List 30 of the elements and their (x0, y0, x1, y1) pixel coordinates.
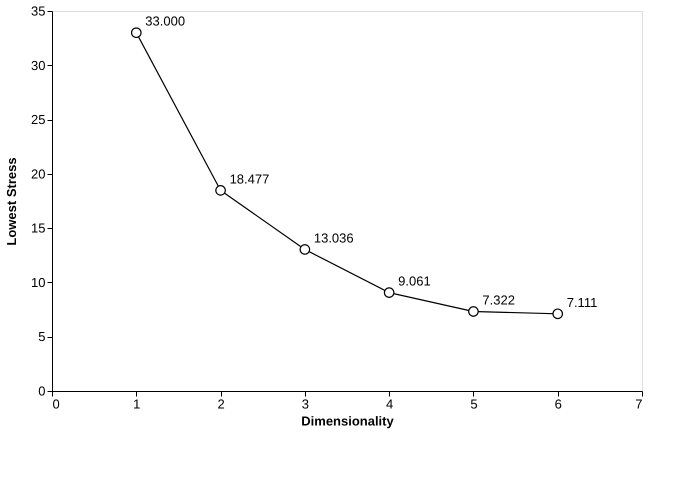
y-tick-label: 20 (31, 166, 46, 182)
data-label: 7.322 (482, 292, 515, 308)
point (130, 27, 142, 38)
x-tick-label: 0 (52, 396, 60, 412)
x-tick-label: 7 (635, 396, 642, 412)
point (468, 306, 479, 317)
x-axis-title: Dimensionality (301, 414, 394, 428)
y-tick-label: 10 (31, 274, 46, 290)
y-tick-label: 15 (31, 220, 46, 236)
y-tick-label: 5 (38, 329, 46, 344)
data-label: 9.061 (398, 274, 431, 289)
y-tick-label: 30 (31, 58, 46, 73)
point (552, 308, 564, 320)
x-tick-label: 5 (470, 396, 478, 412)
x-tick-label: 6 (554, 396, 562, 412)
y-axis-title: Lowest Stress (4, 157, 20, 246)
data-label: 33.000 (145, 14, 186, 29)
x-tick-label: 1 (133, 396, 140, 412)
x-tick-label: 3 (302, 396, 309, 412)
y-tick-label: 25 (31, 112, 46, 128)
data-label: 13.036 (314, 230, 354, 246)
point (384, 287, 394, 298)
y-tick-label: 0 (38, 384, 46, 398)
data-label: 18.477 (230, 171, 270, 186)
point (215, 185, 226, 196)
point (300, 244, 310, 255)
data-label: 7.111 (566, 294, 598, 310)
x-tick-label: 2 (217, 396, 225, 412)
y-tick-label: 35 (31, 4, 46, 18)
x-tick-label: 4 (386, 396, 394, 412)
